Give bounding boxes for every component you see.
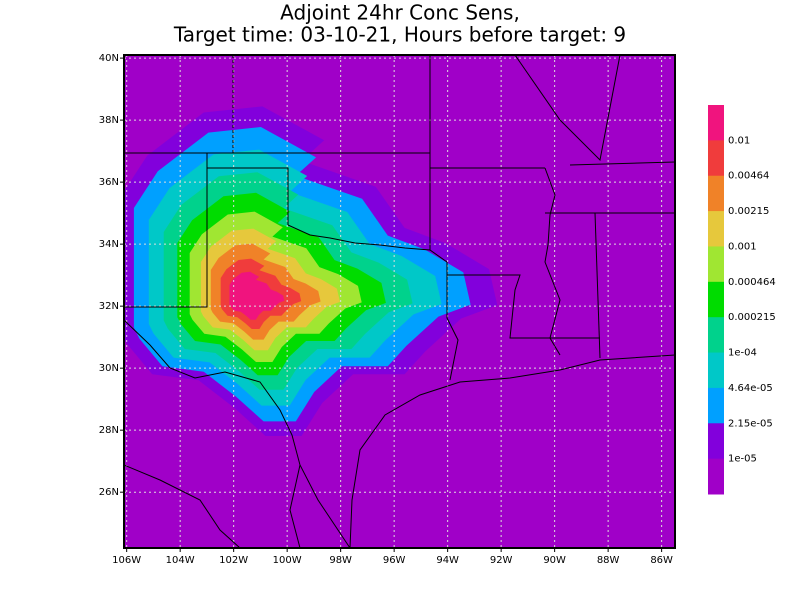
border <box>207 167 289 225</box>
border <box>569 161 676 166</box>
colorbar-label: 1e-05 <box>728 454 757 465</box>
colorbar-label: 1e-04 <box>728 348 757 359</box>
y-tick-label: 26N <box>99 487 119 498</box>
colorbar-label: 0.00215 <box>728 206 769 217</box>
y-tick-label: 30N <box>99 363 119 374</box>
y-tick-label: 38N <box>99 115 119 126</box>
colorbar-swatch <box>708 387 724 424</box>
colorbar-swatch <box>708 105 724 141</box>
y-tick-label: 32N <box>99 301 119 312</box>
plot-area <box>124 55 675 548</box>
border <box>594 212 601 359</box>
contour-region <box>229 271 285 320</box>
colorbar-swatch <box>708 352 724 389</box>
border <box>123 319 351 549</box>
colorbar-label: 0.001 <box>728 241 757 252</box>
colorbar-label: 0.00464 <box>728 171 769 182</box>
border <box>287 224 448 263</box>
x-tick-label: 88W <box>597 555 620 566</box>
colorbar-swatch <box>708 211 724 247</box>
colorbar-swatch <box>708 246 724 283</box>
colorbar-label: 0.000464 <box>728 277 776 288</box>
colorbar-swatch <box>708 281 724 318</box>
x-tick-label: 98W <box>329 555 352 566</box>
border <box>124 153 208 308</box>
colorbar-swatch <box>708 458 724 495</box>
x-tick-label: 86W <box>650 555 673 566</box>
x-tick-label: 100W <box>273 555 302 566</box>
y-tick-label: 36N <box>99 177 119 188</box>
y-tick-label: 28N <box>99 425 119 436</box>
x-tick-label: 96W <box>383 555 406 566</box>
border <box>447 274 600 339</box>
x-tick-label: 90W <box>543 555 566 566</box>
border <box>123 464 241 549</box>
colorbar-label: 0.000215 <box>728 312 776 323</box>
colorbar-label: 0.01 <box>728 135 750 146</box>
y-tick-label: 40N <box>99 53 119 64</box>
colorbar-label: 2.15e-05 <box>728 418 773 429</box>
border <box>514 54 621 162</box>
x-tick-label: 102W <box>219 555 248 566</box>
plot-frame <box>123 54 676 549</box>
border <box>544 167 561 356</box>
colorbar-swatch <box>708 140 724 177</box>
x-tick-label: 106W <box>112 555 141 566</box>
border <box>446 262 459 381</box>
colorbar-label: 4.64e-05 <box>728 383 773 394</box>
border <box>289 464 301 549</box>
borders <box>123 54 676 549</box>
colorbar-swatch <box>708 175 724 212</box>
colorbar-swatch <box>708 317 724 354</box>
border <box>349 354 676 549</box>
title-line: Adjoint 24hr Conc Sens, <box>280 1 520 25</box>
title-line: Target time: 03-10-21, Hours before targ… <box>173 23 626 47</box>
contours <box>124 106 498 436</box>
colorbar: 0.01 0.00464 0.00215 0.001 0.000464 0.000215 1… <box>708 105 776 495</box>
x-tick-label: 104W <box>166 555 195 566</box>
x-tick-label: 92W <box>490 555 513 566</box>
y-tick-label: 34N <box>99 239 119 250</box>
x-tick-label: 94W <box>436 555 459 566</box>
colorbar-swatch <box>708 423 724 460</box>
